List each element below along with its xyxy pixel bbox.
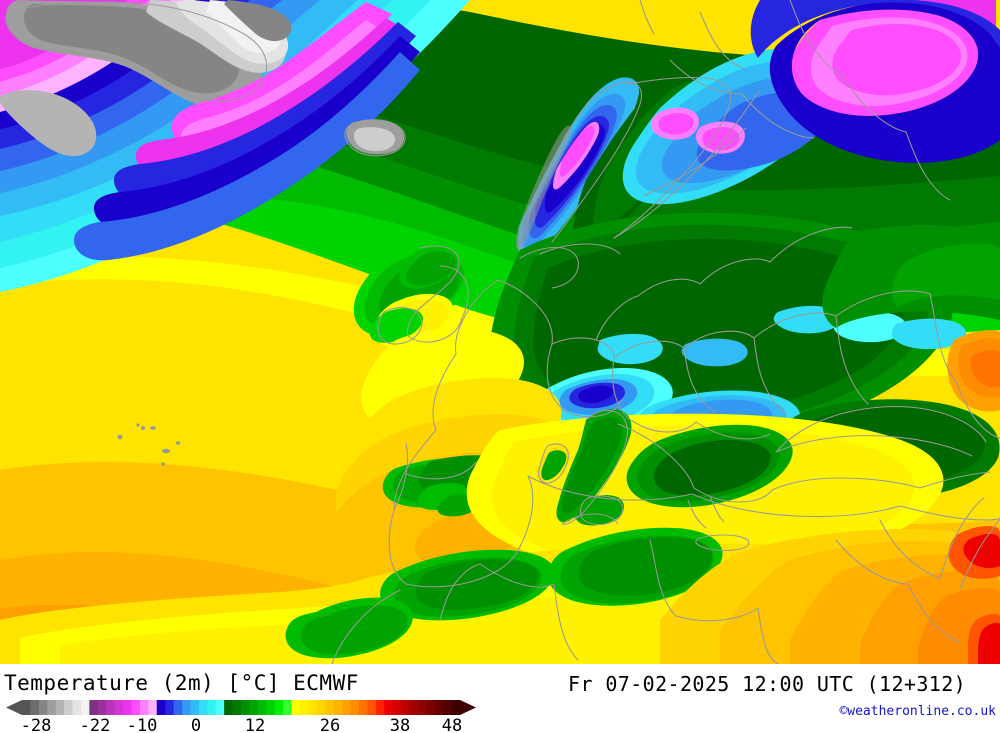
colorbar-tick: 48	[441, 716, 463, 733]
colorbar-swatch	[22, 700, 32, 715]
colorbar-swatch	[392, 700, 402, 715]
copyright-label: ©weatheronline.co.uk	[839, 704, 996, 719]
colorbar-swatch	[434, 700, 444, 715]
colorbar-swatch	[148, 700, 158, 715]
colorbar-swatch	[283, 700, 293, 715]
colorbar-swatch	[173, 700, 183, 715]
colorbar-swatch	[89, 700, 99, 715]
colorbar-tick: 38	[389, 716, 411, 733]
colorbar-tick: -10	[126, 716, 158, 733]
colorbar-swatch	[451, 700, 461, 715]
colorbar-swatch	[190, 700, 200, 715]
colorbar-min-arrow	[6, 700, 22, 715]
colorbar-swatch	[38, 700, 48, 715]
colorbar-swatch	[182, 700, 192, 715]
colorbar-swatch	[401, 700, 411, 715]
colorbar-swatch	[215, 700, 225, 715]
temperature-field-svg	[0, 0, 1000, 664]
colorbar-tick-labels: -28 -22 -10 0 12 26 38 48	[0, 716, 480, 733]
colorbar-swatch	[139, 700, 149, 715]
colorbar-swatch	[72, 700, 82, 715]
colorbar-swatch	[274, 700, 284, 715]
colorbar-swatch	[291, 700, 301, 715]
colorbar-swatch	[224, 700, 234, 715]
colorbar-swatch	[308, 700, 318, 715]
colorbar-swatch	[316, 700, 326, 715]
colorbar-swatch	[123, 700, 133, 715]
map-footer: Temperature (2m) [°C] ECMWF Fr 07-02-202…	[0, 664, 1000, 733]
colorbar-swatch	[358, 700, 368, 715]
colorbar-swatch	[198, 700, 208, 715]
colorbar-swatch	[165, 700, 175, 715]
colorbar-swatch	[156, 700, 166, 715]
colorbar-swatch	[409, 700, 419, 715]
colorbar-swatch	[80, 700, 90, 715]
colorbar-swatch	[241, 700, 251, 715]
colorbar-swatch	[114, 700, 124, 715]
coastline-layer	[5, 0, 1000, 664]
colorbar-swatch	[30, 700, 40, 715]
page-title: Temperature (2m) [°C] ECMWF	[4, 671, 359, 695]
model-run-info: Fr 07-02-2025 12:00 UTC (12+312)	[568, 672, 967, 696]
colorbar-swatch	[97, 700, 107, 715]
colorbar-tick: 26	[319, 716, 341, 733]
colorbar-max-arrow	[460, 700, 476, 715]
colorbar-swatch	[249, 700, 259, 715]
colorbar-gradient	[6, 700, 476, 715]
colorbar-swatch	[299, 700, 309, 715]
colorbar-tick: 0	[190, 716, 202, 733]
colorbar-swatch	[333, 700, 343, 715]
colorbar-swatch	[266, 700, 276, 715]
colorbar[interactable]: -28 -22 -10 0 12 26 38 48	[0, 699, 480, 733]
colorbar-swatch	[367, 700, 377, 715]
colorbar-swatch	[384, 700, 394, 715]
colorbar-swatch	[64, 700, 74, 715]
colorbar-swatch	[106, 700, 116, 715]
colorbar-swatch	[131, 700, 141, 715]
colorbar-swatch	[443, 700, 453, 715]
colorbar-tick: -28	[20, 716, 52, 733]
colorbar-swatch	[207, 700, 217, 715]
colorbar-swatch	[342, 700, 352, 715]
colorbar-swatch	[426, 700, 436, 715]
colorbar-swatch	[47, 700, 57, 715]
temperature-map[interactable]	[0, 0, 1000, 664]
colorbar-swatch	[325, 700, 335, 715]
colorbar-tick: -22	[79, 716, 111, 733]
colorbar-swatch	[417, 700, 427, 715]
colorbar-tick: 12	[244, 716, 266, 733]
colorbar-swatch	[350, 700, 360, 715]
colorbar-swatch	[257, 700, 267, 715]
colorbar-swatch	[375, 700, 385, 715]
colorbar-swatch	[55, 700, 65, 715]
colorbar-swatch	[232, 700, 242, 715]
